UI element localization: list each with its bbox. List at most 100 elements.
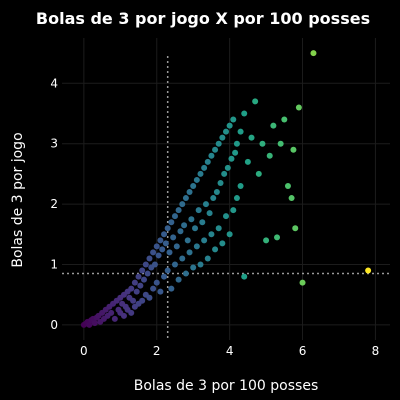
data-point (193, 176, 200, 183)
chart-title: Bolas de 3 por jogo X por 100 posses (36, 9, 370, 28)
data-point (263, 237, 270, 244)
data-point (219, 134, 226, 141)
data-point (230, 116, 237, 123)
data-point (226, 122, 233, 129)
data-point (179, 201, 186, 208)
data-point (224, 164, 231, 171)
data-point (146, 294, 153, 301)
data-point (197, 261, 204, 268)
data-point (206, 210, 213, 217)
data-point (201, 237, 208, 244)
data-point (284, 182, 291, 189)
data-point (166, 249, 173, 256)
data-point (266, 152, 273, 159)
reference-lines (62, 56, 390, 340)
y-tick-label: 3 (50, 137, 58, 151)
data-point (193, 243, 200, 250)
data-point (255, 170, 262, 177)
data-point (146, 255, 153, 262)
data-point (274, 234, 281, 241)
data-point (130, 297, 137, 304)
data-point (151, 261, 158, 268)
y-tick-label: 4 (50, 76, 58, 90)
data-point (181, 222, 188, 229)
data-point (223, 213, 229, 220)
data-point (204, 255, 211, 262)
data-point (299, 279, 306, 286)
data-point (153, 243, 160, 250)
data-point (173, 243, 180, 250)
data-point (142, 261, 149, 268)
data-point (241, 110, 248, 117)
y-axis-title: Bolas de 3 por jogo (10, 132, 26, 267)
data-point (177, 228, 184, 235)
data-point (133, 288, 140, 295)
x-tick-label: 4 (226, 344, 234, 358)
data-point (139, 297, 146, 304)
data-point (230, 207, 237, 214)
data-point (195, 207, 202, 214)
data-point (168, 285, 175, 292)
data-point (155, 252, 162, 259)
data-point (137, 282, 144, 289)
data-point (310, 50, 317, 57)
data-point (223, 128, 229, 135)
data-point (153, 279, 160, 286)
data-point (202, 201, 209, 208)
data-point (210, 195, 217, 202)
data-point (182, 195, 189, 202)
data-point (159, 246, 166, 253)
data-point (179, 255, 186, 262)
data-point (190, 264, 197, 271)
data-point (237, 182, 244, 189)
data-point (228, 155, 235, 162)
data-point (292, 225, 299, 232)
data-point (131, 279, 138, 286)
x-tick-label: 6 (299, 344, 307, 358)
data-point (164, 225, 171, 232)
data-point (192, 225, 199, 232)
data-point (281, 116, 288, 123)
data-point (212, 246, 219, 253)
data-point (288, 195, 295, 202)
data-point (150, 249, 157, 256)
data-point (175, 276, 182, 283)
ticks-layer: 0 2 4 6 8 0 1 2 3 4 (50, 76, 379, 358)
data-point (215, 225, 222, 232)
data-point (226, 231, 233, 238)
data-point (186, 189, 193, 196)
data-point (150, 285, 157, 292)
x-tick-label: 0 (80, 344, 88, 358)
data-point (244, 158, 251, 165)
x-tick-label: 8 (372, 344, 380, 358)
x-tick-label: 2 (153, 344, 161, 358)
data-point (208, 152, 215, 159)
y-tick-label: 1 (50, 258, 58, 272)
data-point (111, 315, 118, 322)
data-point (199, 219, 206, 226)
data-point (197, 170, 204, 177)
data-point (208, 231, 215, 238)
data-point (233, 195, 240, 202)
data-point (295, 104, 302, 111)
data-point (161, 231, 168, 238)
data-point (157, 288, 164, 295)
data-point (86, 321, 93, 328)
data-point (186, 249, 193, 256)
data-point (365, 267, 372, 274)
y-tick-label: 2 (50, 197, 58, 211)
data-point (170, 234, 177, 241)
data-point (182, 270, 189, 277)
data-point (259, 140, 266, 147)
data-point (233, 140, 240, 147)
data-point (215, 140, 222, 147)
data-point (290, 146, 297, 153)
points-layer (80, 50, 372, 328)
data-point (204, 158, 211, 165)
data-point (164, 267, 171, 274)
data-point (175, 207, 182, 214)
data-point (201, 164, 208, 171)
data-point (221, 170, 228, 177)
